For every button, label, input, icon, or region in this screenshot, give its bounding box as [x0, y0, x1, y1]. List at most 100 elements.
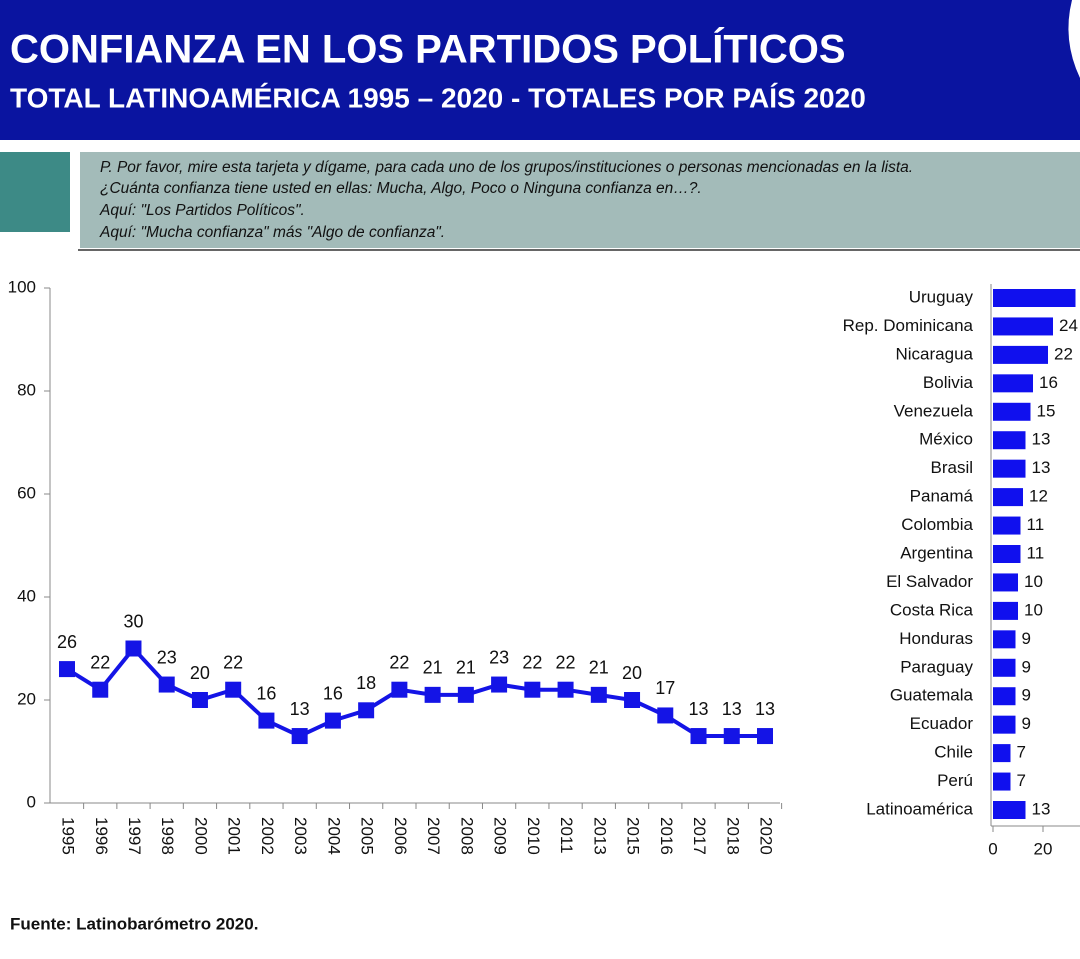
category-label: Honduras	[899, 629, 973, 648]
question-marker	[0, 152, 70, 232]
data-label: 18	[356, 673, 376, 693]
data-label: 10	[1024, 572, 1043, 591]
bar	[993, 402, 1031, 421]
bar	[993, 715, 1016, 734]
data-label: 21	[456, 658, 476, 678]
x-tick-label: 2000	[191, 817, 210, 855]
marker	[524, 681, 541, 698]
x-tick-label: 1998	[158, 817, 177, 855]
x-tick-label: 2010	[524, 817, 543, 855]
question-line: ¿Cuánta confianza tiene usted en ellas: …	[100, 180, 702, 197]
y-tick-label: 60	[17, 483, 36, 502]
y-tick-label: 80	[17, 380, 36, 399]
data-label: 20	[190, 663, 210, 683]
x-tick-label: 1996	[92, 817, 111, 855]
marker	[191, 692, 208, 708]
category-label: Argentina	[900, 543, 973, 562]
x-tick-label: 2011	[557, 817, 576, 854]
bar	[993, 488, 1023, 507]
bar	[993, 459, 1026, 478]
line	[65, 645, 765, 739]
y-tick-label: 0	[27, 792, 36, 811]
category-label: Guatemala	[890, 686, 974, 705]
category-label: Panamá	[910, 487, 974, 506]
x-tick-label: 2006	[391, 817, 410, 855]
x-tick-label: 2017	[690, 817, 709, 855]
data-label: 24	[1059, 316, 1078, 335]
x-tick-label: 2001	[225, 817, 244, 855]
category-label: Bolivia	[923, 373, 974, 392]
bar	[993, 687, 1016, 706]
data-label: 11	[1027, 515, 1045, 534]
question-line: Aquí: "Los Partidos Políticos".	[99, 202, 305, 219]
marker	[391, 681, 408, 698]
data-label: 13	[1032, 799, 1051, 818]
data-label: 22	[522, 652, 542, 672]
data-label: 13	[722, 699, 742, 719]
data-label: 7	[1017, 771, 1026, 790]
marker	[258, 712, 275, 729]
x-tick-label: 2020	[757, 817, 776, 855]
x-tick-label: 2008	[457, 817, 476, 855]
x-tick-label: 2013	[590, 817, 609, 855]
data-label: 12	[1029, 487, 1048, 506]
marker	[624, 692, 641, 708]
data-label: 21	[589, 658, 609, 678]
x-tick-label: 1997	[125, 817, 144, 855]
bar	[993, 374, 1033, 393]
data-label: 13	[290, 699, 310, 719]
bar	[993, 573, 1018, 592]
category-label: El Salvador	[886, 572, 973, 591]
x-tick-label: 2009	[491, 817, 510, 855]
source-note: Fuente: Latinobarómetro 2020.	[10, 914, 258, 933]
marker	[225, 681, 242, 698]
x-tick-label: 2016	[657, 817, 676, 855]
category-label: Rep. Dominicana	[843, 316, 974, 335]
bar	[993, 601, 1018, 620]
category-label: Costa Rica	[890, 600, 974, 619]
slide-title: CONFIANZA EN LOS PARTIDOS POLÍTICOS	[10, 27, 846, 72]
bar	[993, 630, 1016, 649]
data-label: 11	[1027, 543, 1045, 562]
x-tick-label: 2004	[324, 817, 343, 855]
bar	[993, 801, 1026, 819]
question-line: Aquí: "Mucha confianza" más "Algo de con…	[99, 224, 445, 241]
marker	[491, 676, 508, 693]
data-label: 13	[1032, 430, 1051, 449]
marker	[358, 702, 375, 719]
bar	[993, 345, 1048, 364]
category-label: Perú	[937, 771, 973, 790]
data-label: 20	[622, 663, 642, 683]
data-label: 22	[223, 652, 243, 672]
data-label: 22	[90, 652, 110, 672]
data-label: 26	[57, 632, 77, 652]
marker	[92, 681, 109, 698]
question-box	[80, 152, 1080, 248]
bar	[993, 744, 1011, 763]
marker	[457, 686, 474, 703]
category-label: Chile	[934, 743, 973, 762]
marker	[690, 728, 707, 745]
category-label: Paraguay	[900, 657, 973, 676]
category-label: Uruguay	[909, 287, 974, 306]
category-label: Nicaragua	[896, 344, 974, 363]
marker	[657, 707, 674, 724]
x-tick-label: 2002	[258, 817, 277, 855]
data-label: 9	[1022, 629, 1031, 648]
slide-subtitle: TOTAL LATINOAMÉRICA 1995 – 2020 - TOTALE…	[10, 82, 866, 113]
category-label: Ecuador	[910, 714, 974, 733]
y-tick-label: 40	[17, 586, 36, 605]
data-label: 13	[755, 699, 775, 719]
data-label: 17	[655, 678, 675, 698]
y-tick-label: 100	[8, 277, 36, 296]
marker	[424, 686, 441, 703]
bar	[993, 317, 1053, 336]
x-tick-label: 2003	[291, 817, 310, 855]
question-line: P. Por favor, mire esta tarjeta y dígame…	[100, 159, 913, 176]
x-tick-label: 2005	[358, 817, 377, 855]
marker	[757, 728, 773, 745]
marker	[291, 728, 308, 745]
data-label: 23	[157, 647, 177, 667]
